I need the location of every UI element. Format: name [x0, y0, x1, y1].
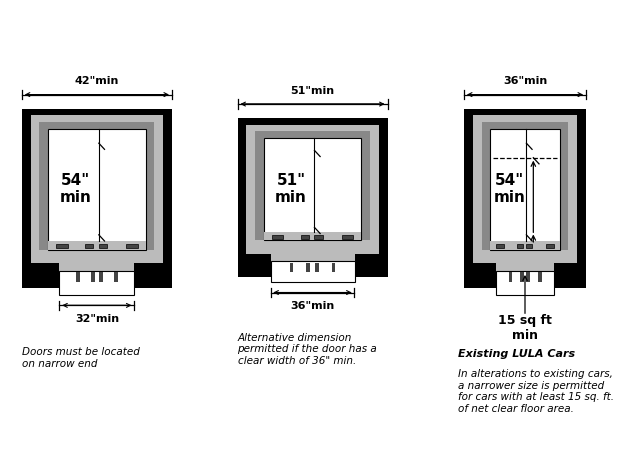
Bar: [496, 258, 554, 276]
Text: 32"min: 32"min: [75, 314, 119, 324]
Bar: [48, 129, 146, 250]
Bar: [238, 260, 271, 277]
Text: 15 sq ft
min: 15 sq ft min: [498, 314, 552, 342]
Bar: [255, 131, 370, 247]
Bar: [56, 244, 68, 248]
Text: 51"min: 51"min: [291, 86, 334, 96]
Bar: [464, 109, 586, 270]
Bar: [472, 115, 578, 263]
Bar: [59, 271, 134, 295]
Bar: [496, 244, 504, 248]
Bar: [48, 129, 146, 250]
Bar: [264, 138, 361, 240]
Bar: [520, 272, 524, 281]
Bar: [39, 122, 154, 256]
Text: 36"min: 36"min: [291, 301, 334, 311]
Bar: [509, 272, 512, 281]
Bar: [271, 261, 354, 282]
Bar: [526, 244, 532, 248]
Bar: [271, 248, 354, 266]
Bar: [354, 260, 388, 277]
Bar: [526, 272, 530, 281]
Bar: [91, 272, 95, 281]
Bar: [246, 240, 379, 252]
Bar: [48, 241, 146, 250]
Bar: [31, 250, 163, 262]
Bar: [464, 270, 496, 289]
Bar: [59, 258, 134, 276]
Bar: [99, 244, 107, 248]
Bar: [517, 244, 522, 248]
Text: Alternative dimension
permitted if the door has a
clear width of 36" min.: Alternative dimension permitted if the d…: [238, 333, 378, 366]
Bar: [491, 241, 560, 250]
Bar: [264, 233, 361, 240]
Bar: [491, 129, 560, 250]
Bar: [314, 235, 322, 239]
Bar: [126, 244, 138, 248]
Bar: [306, 263, 310, 272]
Text: In alterations to existing cars,
a narrower size is permitted
for cars with at l: In alterations to existing cars, a narro…: [458, 369, 614, 414]
Bar: [315, 263, 319, 272]
Bar: [31, 115, 163, 263]
Bar: [22, 270, 59, 289]
Text: 51"
min: 51" min: [275, 173, 307, 205]
Bar: [99, 272, 102, 281]
Bar: [342, 235, 354, 239]
Bar: [85, 244, 93, 248]
Bar: [76, 272, 80, 281]
Text: Existing LULA Cars: Existing LULA Cars: [458, 349, 575, 359]
Text: Doors must be located
on narrow end: Doors must be located on narrow end: [22, 347, 140, 369]
Bar: [22, 109, 172, 270]
Bar: [496, 271, 554, 295]
Text: 36"min: 36"min: [503, 76, 547, 86]
Bar: [482, 122, 569, 256]
Bar: [472, 250, 578, 262]
Bar: [289, 263, 293, 272]
Bar: [301, 235, 309, 239]
Bar: [114, 272, 118, 281]
Bar: [491, 129, 560, 250]
Bar: [264, 138, 361, 240]
Text: 54"
min: 54" min: [494, 173, 526, 205]
Text: 54"
min: 54" min: [59, 173, 91, 205]
Bar: [246, 125, 379, 254]
Bar: [538, 272, 541, 281]
Bar: [134, 270, 172, 289]
Bar: [554, 270, 586, 289]
Bar: [546, 244, 554, 248]
Text: 42"min: 42"min: [75, 76, 119, 86]
Bar: [238, 118, 388, 260]
Bar: [332, 263, 336, 272]
Bar: [271, 235, 283, 239]
